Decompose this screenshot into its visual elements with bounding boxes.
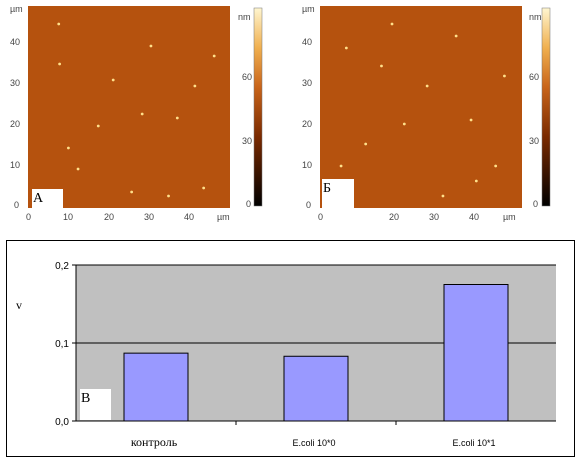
particle-dot — [339, 164, 343, 168]
afm-plot-b — [320, 6, 551, 208]
tick-labels: 0,0 0,1 0,2 контроль E.coli 10*0 E.coli 10*1 — [55, 261, 495, 449]
particle-dot — [193, 84, 197, 88]
y-tick-label: 10 — [10, 160, 21, 170]
y-tick-label: 0,2 — [55, 261, 69, 272]
x-tick-label: E.coli 10*1 — [452, 438, 495, 448]
y-tick-label: 20 — [10, 119, 21, 129]
x-tick-label: 0 — [26, 212, 32, 222]
y-tick-label: 0 — [14, 200, 20, 210]
y-tick-label: 30 — [302, 78, 313, 88]
y-tick-label: 20 — [302, 119, 313, 129]
x-tick-label: 40 — [469, 212, 480, 222]
x-tick-label: 20 — [104, 212, 115, 222]
colorbar-unit-label: nm — [529, 12, 542, 22]
afm-plot-a — [28, 6, 263, 208]
particle-dot — [96, 124, 100, 128]
particle-dot — [344, 46, 348, 50]
particle-dot — [212, 54, 216, 58]
x-tick-label: 10 — [63, 212, 74, 222]
particle-dot — [167, 194, 170, 198]
y-tick-label: 40 — [10, 37, 21, 47]
colorbar-unit-label: nm — [238, 12, 251, 22]
x-tick-label: 30 — [144, 212, 155, 222]
particle-dot — [202, 186, 206, 190]
x-tick-label: контроль — [131, 435, 178, 449]
particle-dot — [130, 190, 134, 194]
x-tick-label: 0 — [318, 212, 324, 222]
panel-tag: Б — [322, 179, 354, 209]
afm-surface — [320, 6, 522, 208]
particle-dot — [454, 34, 458, 38]
particle-dot — [441, 194, 445, 198]
colorbar-tick-label: 30 — [242, 136, 253, 146]
particle-dot — [503, 74, 506, 78]
y-unit-label: µm — [302, 4, 315, 14]
bar — [443, 284, 509, 422]
x-tick-label: 30 — [429, 212, 440, 222]
y-tick-label: 30 — [10, 78, 21, 88]
y-axis-label: v — [16, 298, 22, 312]
panel-tag: А — [32, 189, 63, 209]
x-unit-label: µm — [503, 212, 516, 222]
particle-dot — [58, 62, 62, 66]
y-tick-label: 0,0 — [55, 417, 69, 428]
particle-dot — [364, 142, 368, 146]
particle-dot — [425, 84, 429, 88]
particle-dot — [149, 44, 153, 48]
bar — [123, 352, 189, 422]
afm-particles — [57, 22, 216, 198]
afm-surface — [28, 6, 230, 208]
x-tick-label: 40 — [184, 212, 195, 222]
particle-dot — [474, 179, 478, 183]
particle-dot — [380, 64, 383, 68]
y-tick-label: 40 — [302, 37, 313, 47]
y-unit-label: µm — [10, 4, 23, 14]
particle-dot — [469, 118, 473, 122]
y-tick-label: 10 — [302, 160, 313, 170]
x-unit-label: µm — [217, 212, 230, 222]
afm-panel-b: µm 40 30 20 10 0 0 20 30 40 µm nm 60 30 … — [292, 0, 572, 232]
particle-dot — [494, 164, 498, 168]
particle-dot — [140, 112, 144, 116]
colorbar-tick-label: 60 — [242, 72, 253, 82]
particle-dot — [67, 146, 70, 150]
panel-tag: В — [80, 389, 111, 420]
x-tick-label: 20 — [389, 212, 400, 222]
particle-dot — [76, 167, 80, 171]
colorbar-tick-label: 0 — [533, 199, 539, 209]
colorbar — [541, 7, 551, 207]
colorbar — [253, 7, 263, 207]
particle-dot — [57, 22, 61, 26]
particle-dot — [175, 116, 179, 120]
colorbar-tick-label: 0 — [246, 199, 252, 209]
bars — [123, 284, 509, 422]
colorbar-tick-label: 30 — [529, 136, 540, 146]
afm-panel-a: µm 40 30 20 10 0 0 10 20 30 40 µm nm 60 … — [0, 0, 280, 232]
bar-chart-frame: 0,0 0,1 0,2 контроль E.coli 10*0 E.coli 10*1 … — [6, 240, 575, 457]
bar — [283, 355, 349, 422]
y-tick-label: 0,1 — [55, 339, 69, 350]
colorbar-tick-label: 60 — [529, 72, 540, 82]
particle-dot — [111, 78, 115, 82]
particle-dot — [390, 22, 394, 26]
y-tick-label: 0 — [306, 200, 312, 210]
x-tick-label: E.coli 10*0 — [292, 438, 335, 448]
particle-dot — [402, 122, 406, 126]
